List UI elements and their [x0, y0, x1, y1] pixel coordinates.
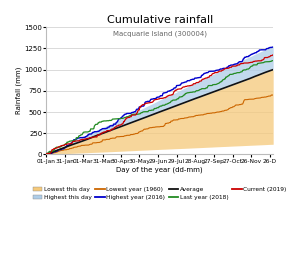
Y-axis label: Rainfall (mm): Rainfall (mm): [15, 67, 22, 114]
Text: Macquarie Island (300004): Macquarie Island (300004): [113, 31, 207, 37]
Legend: Lowest this day, Highest this day, Lowest year (1960), Highest year (2016), Aver: Lowest this day, Highest this day, Lowes…: [32, 185, 288, 201]
X-axis label: Day of the year (dd-mm): Day of the year (dd-mm): [116, 166, 203, 173]
Title: Cumulative rainfall: Cumulative rainfall: [107, 15, 213, 25]
